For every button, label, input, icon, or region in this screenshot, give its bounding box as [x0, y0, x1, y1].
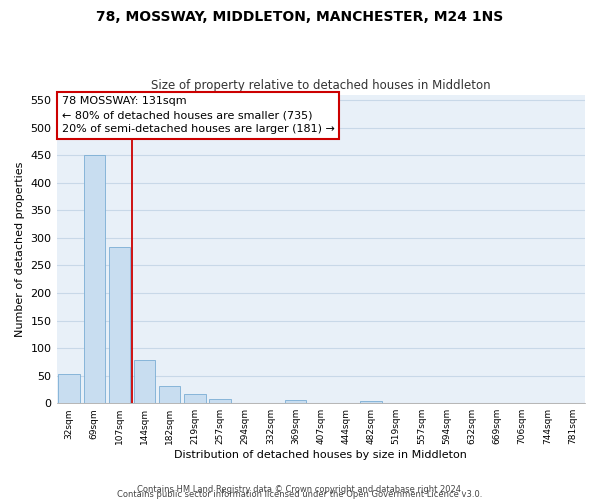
Text: Contains HM Land Registry data © Crown copyright and database right 2024.: Contains HM Land Registry data © Crown c…	[137, 485, 463, 494]
Y-axis label: Number of detached properties: Number of detached properties	[15, 161, 25, 336]
Bar	[285, 400, 307, 403]
Bar	[58, 374, 80, 403]
Text: 78, MOSSWAY, MIDDLETON, MANCHESTER, M24 1NS: 78, MOSSWAY, MIDDLETON, MANCHESTER, M24 …	[97, 10, 503, 24]
Bar	[184, 394, 206, 403]
X-axis label: Distribution of detached houses by size in Middleton: Distribution of detached houses by size …	[175, 450, 467, 460]
Title: Size of property relative to detached houses in Middleton: Size of property relative to detached ho…	[151, 79, 491, 92]
Bar	[209, 399, 231, 403]
Bar	[83, 155, 105, 403]
Bar	[159, 386, 181, 403]
Bar	[361, 401, 382, 403]
Bar	[109, 247, 130, 403]
Text: Contains public sector information licensed under the Open Government Licence v3: Contains public sector information licen…	[118, 490, 482, 499]
Bar	[134, 360, 155, 403]
Text: 78 MOSSWAY: 131sqm
← 80% of detached houses are smaller (735)
20% of semi-detach: 78 MOSSWAY: 131sqm ← 80% of detached hou…	[62, 96, 335, 134]
